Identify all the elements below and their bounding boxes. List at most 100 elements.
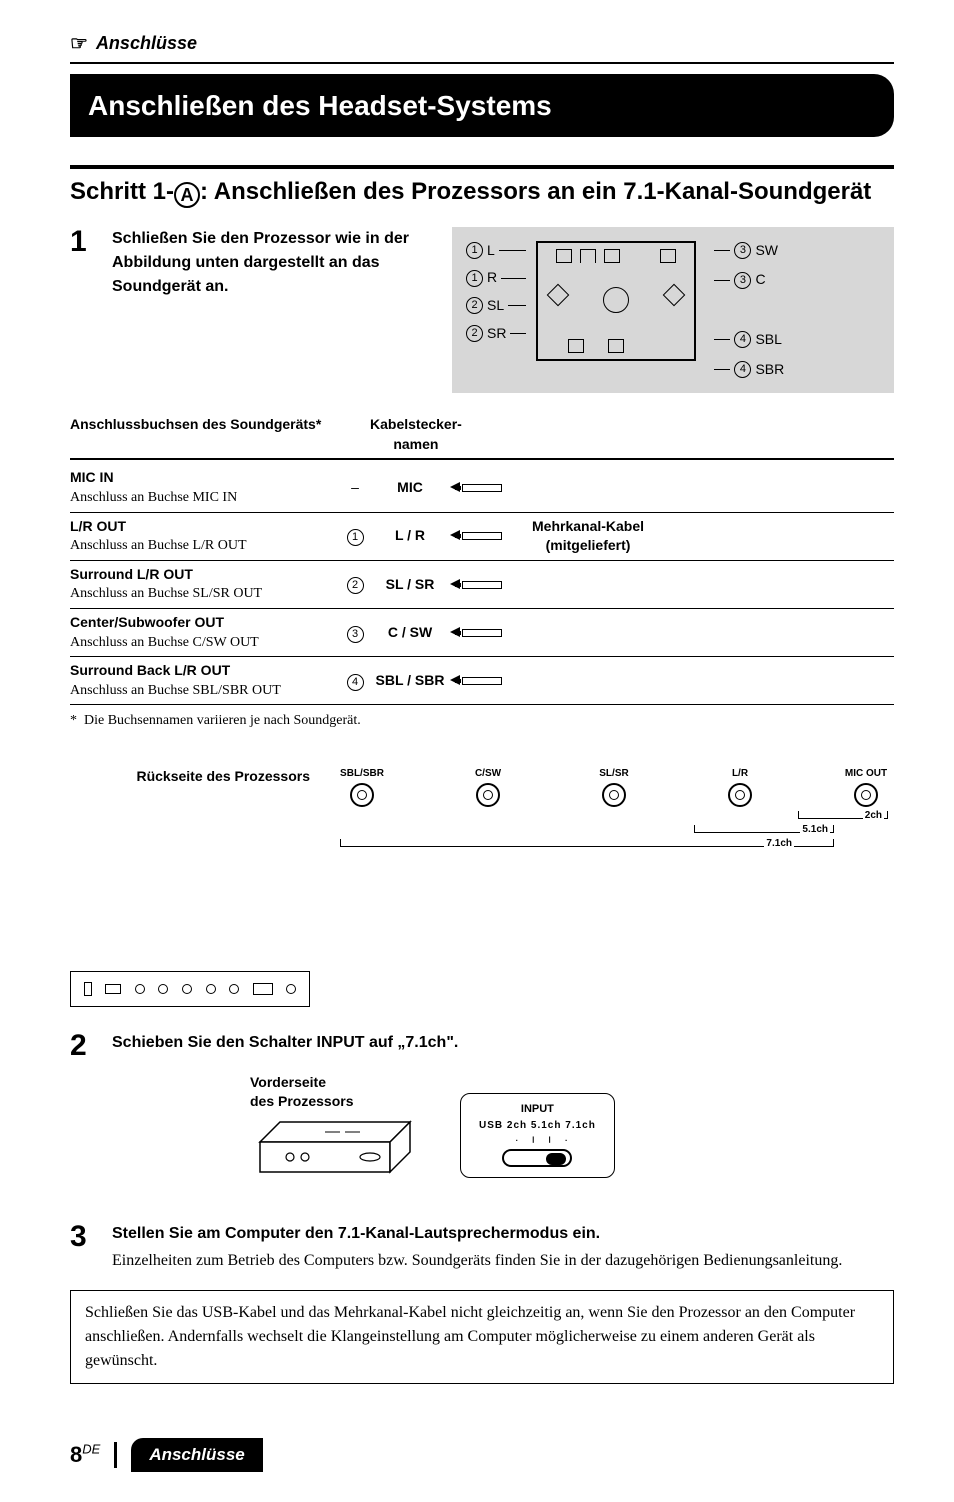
- sound-device-panel: 1 L 1 R 2 SL 2 SR 3 S: [452, 227, 894, 393]
- row-num: 2: [347, 577, 364, 594]
- footer-divider: [114, 1442, 117, 1468]
- step-2-heading: Schieben Sie den Schalter INPUT auf „7.1…: [112, 1031, 894, 1055]
- label-text: SW: [755, 241, 778, 261]
- label-num: 3: [734, 242, 751, 259]
- row-name: Surround L/R OUT: [70, 565, 340, 585]
- section-suffix: : Anschließen des Prozessors an ein 7.1-…: [200, 178, 871, 205]
- processor-3d-icon: [250, 1112, 420, 1192]
- plug-icon: [462, 677, 502, 685]
- input-options: USB 2ch 5.1ch 7.1ch: [479, 1119, 596, 1133]
- jack-label: SBL/SBR: [340, 767, 384, 781]
- row-sub: Anschluss an Buchse C/SW OUT: [70, 633, 340, 653]
- row-sub: Anschluss an Buchse L/R OUT: [70, 536, 340, 556]
- row-plug: L / R: [370, 526, 450, 546]
- table-row: L/R OUTAnschluss an Buchse L/R OUT 1 L /…: [70, 513, 894, 561]
- pointing-hand-icon: ☞: [70, 30, 88, 58]
- section-prefix: Schritt 1-: [70, 178, 174, 205]
- label-text: SBR: [755, 360, 784, 380]
- input-title: INPUT: [479, 1102, 596, 1117]
- table-header-plugs: Kabelstecker-namen: [370, 415, 462, 454]
- section-heading: Schritt 1-A: Anschließen des Prozessors …: [70, 165, 894, 209]
- page-footer: 8DE Anschlüsse: [70, 1438, 894, 1472]
- input-slider: [502, 1149, 572, 1167]
- label-num: 4: [734, 361, 751, 378]
- plug-icon: [462, 484, 502, 492]
- page-title-bar: Anschließen des Headset-Systems: [70, 74, 894, 137]
- table-row: Center/Subwoofer OUTAnschluss an Buchse …: [70, 609, 894, 657]
- row-plug: SBL / SBR: [370, 671, 450, 691]
- plug-icon: [462, 581, 502, 589]
- jack-label: SL/SR: [599, 767, 628, 781]
- input-slider-knob: [546, 1153, 566, 1165]
- table-row: Surround L/R OUTAnschluss an Buchse SL/S…: [70, 561, 894, 609]
- page-number: 8DE: [70, 1440, 100, 1471]
- label-text: SBL: [755, 330, 781, 350]
- rear-panel-block: Rückseite des Prozessors SBL/SBR C/SW SL…: [70, 767, 894, 1007]
- step-2-figure: Vorderseitedes Prozessors INPUT USB 2ch …: [250, 1073, 894, 1198]
- processor-rear-box: [70, 971, 310, 1007]
- row-name: Center/Subwoofer OUT: [70, 613, 340, 633]
- row-num: –: [340, 478, 370, 498]
- row-name: Surround Back L/R OUT: [70, 661, 340, 681]
- bracket-2ch: 2ch: [863, 809, 884, 823]
- step-3-heading: Stellen Sie am Computer den 7.1-Kanal-La…: [112, 1222, 894, 1246]
- step-3: 3 Stellen Sie am Computer den 7.1-Kanal-…: [70, 1222, 894, 1272]
- rear-panel-label: Rückseite des Prozessors: [136, 767, 310, 967]
- breadcrumb-label: Anschlüsse: [96, 31, 197, 56]
- table-row: Surround Back L/R OUTAnschluss an Buchse…: [70, 657, 894, 705]
- step-2-number: 2: [70, 1031, 96, 1061]
- warning-note-text: Schließen Sie das USB-Kabel und das Mehr…: [85, 1304, 855, 1369]
- breadcrumb: ☞ Anschlüsse: [70, 30, 894, 64]
- label-num: 2: [466, 325, 483, 342]
- jack-label: L/R: [732, 767, 748, 781]
- step-3-detail: Einzelheiten zum Betrieb des Computers b…: [112, 1250, 894, 1272]
- sound-device-box: [536, 241, 696, 361]
- label-num: 1: [466, 270, 483, 287]
- jack-panel: SBL/SBR C/SW SL/SR L/R MIC OUT 2ch 5.1ch…: [334, 767, 894, 857]
- row-num: 1: [347, 529, 364, 546]
- row-name: L/R OUT: [70, 517, 340, 537]
- row-plug: C / SW: [370, 623, 450, 643]
- plug-icon: [462, 629, 502, 637]
- step-1-number: 1: [70, 227, 96, 393]
- input-switch-box: INPUT USB 2ch 5.1ch 7.1ch . ꞁ ꞁ .: [460, 1093, 615, 1178]
- row-num: 3: [347, 626, 364, 643]
- jack-label: MIC OUT: [845, 767, 887, 781]
- row-name: MIC IN: [70, 468, 340, 488]
- footer-section-tag: Anschlüsse: [131, 1438, 262, 1472]
- table-row: MIC INAnschluss an Buchse MIC IN – MIC: [70, 464, 894, 512]
- row-num: 4: [347, 674, 364, 691]
- step-1-heading: Schließen Sie den Prozessor wie in der A…: [112, 227, 432, 299]
- panel-labels-right: 3 SW 3 C 4 SBL 4 SBR: [714, 241, 784, 379]
- warning-note: Schließen Sie das USB-Kabel und das Mehr…: [70, 1290, 894, 1384]
- step-2: 2 Schieben Sie den Schalter INPUT auf „7…: [70, 1031, 894, 1061]
- label-text: L: [487, 241, 495, 261]
- jack-label: C/SW: [475, 767, 501, 781]
- table-header-jacks: Anschlussbuchsen des Soundgeräts*: [70, 415, 340, 454]
- step-3-number: 3: [70, 1222, 96, 1272]
- front-label: Vorderseitedes Prozessors: [250, 1073, 370, 1112]
- label-text: R: [487, 268, 497, 288]
- label-text: C: [755, 270, 765, 290]
- bracket-51ch: 5.1ch: [800, 823, 830, 837]
- row-sub: Anschluss an Buchse MIC IN: [70, 488, 340, 508]
- label-num: 4: [734, 331, 751, 348]
- page-title: Anschließen des Headset-Systems: [88, 90, 552, 121]
- label-num: 3: [734, 272, 751, 289]
- connection-table: Anschlussbuchsen des Soundgeräts* Kabels…: [70, 415, 894, 705]
- section-letter: A: [174, 182, 200, 208]
- label-text: SR: [487, 324, 506, 344]
- table-footnote: * Die Buchsennamen variieren je nach Sou…: [70, 711, 894, 731]
- label-num: 1: [466, 242, 483, 259]
- row-sub: Anschluss an Buchse SL/SR OUT: [70, 584, 340, 604]
- row-plug: MIC: [370, 478, 450, 498]
- cable-info: Mehrkanal-Kabel(mitgeliefert): [532, 517, 644, 556]
- row-sub: Anschluss an Buchse SBL/SBR OUT: [70, 681, 340, 701]
- plug-icon: [462, 532, 502, 540]
- row-plug: SL / SR: [370, 575, 450, 595]
- page-lang: DE: [82, 1441, 100, 1456]
- panel-labels-left: 1 L 1 R 2 SL 2 SR: [466, 241, 526, 343]
- label-text: SL: [487, 296, 504, 316]
- label-num: 2: [466, 297, 483, 314]
- bracket-71ch: 7.1ch: [764, 837, 794, 851]
